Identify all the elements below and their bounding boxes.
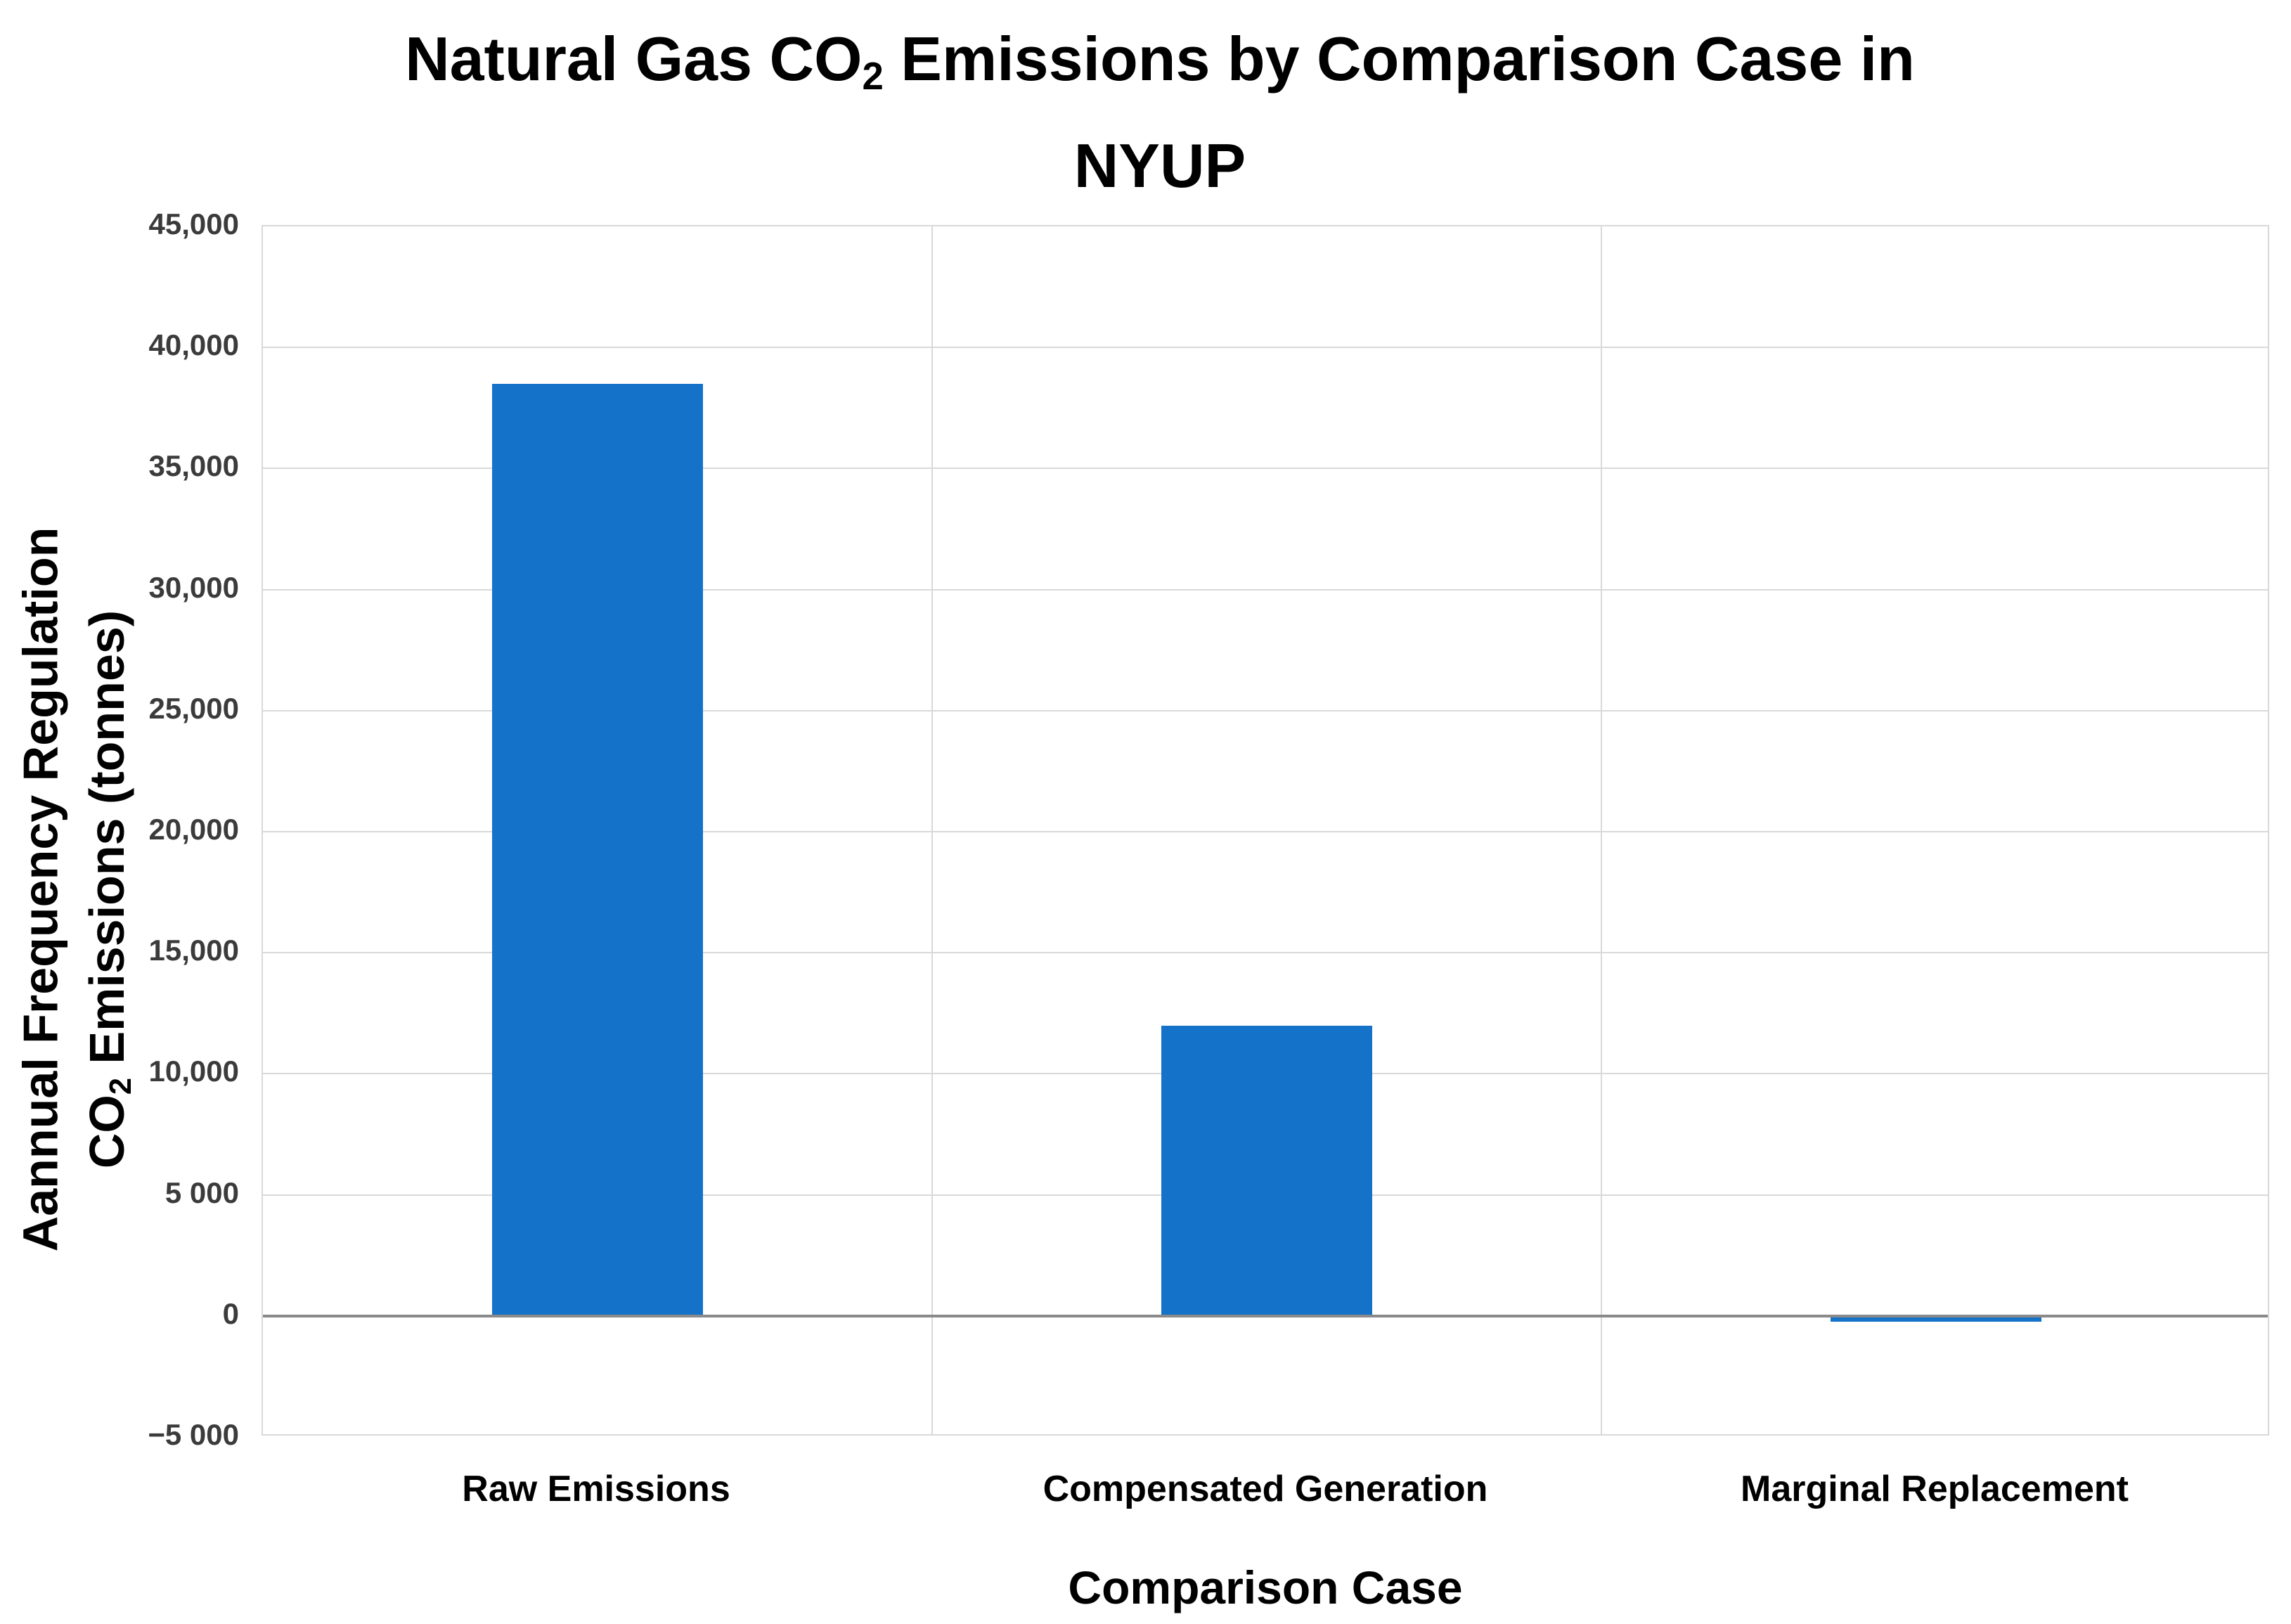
y-axis-title-line1: Aannual Frequency Regulation	[12, 527, 67, 1252]
category-label: Marginal Replacement	[1741, 1469, 2129, 1509]
y-tick-label: 20,000	[148, 813, 239, 846]
y-tick-label: −5 000	[148, 1418, 239, 1451]
chart-title-line2: NYUP	[1073, 131, 1246, 200]
bar	[1161, 1025, 1372, 1316]
gridline	[263, 709, 2268, 711]
y-tick-label: 45,000	[148, 207, 239, 240]
bar	[492, 383, 703, 1316]
chart-title-line1: Natural Gas CO2 Emissions by Comparison …	[405, 24, 1915, 98]
category-separator	[1601, 226, 1602, 1434]
co2-subscript: 2	[862, 55, 884, 98]
y-tick-label: 0	[222, 1296, 239, 1330]
y-tick-label: 5 000	[164, 1175, 239, 1209]
y-tick-label: 25,000	[148, 691, 239, 725]
category-separator	[931, 226, 933, 1434]
gridline	[263, 831, 2268, 832]
y-tick-label: 15,000	[148, 934, 239, 967]
y-tick-label: 35,000	[148, 449, 239, 483]
y-tick-label: 10,000	[148, 1055, 239, 1088]
zero-line	[263, 1314, 2268, 1317]
gridline	[263, 468, 2268, 470]
y-tick-label: 40,000	[148, 328, 239, 362]
category-label: Compensated Generation	[1043, 1469, 1488, 1509]
chart-title: Natural Gas CO2 Emissions by Comparison …	[0, 10, 2291, 215]
bar	[1831, 1315, 2041, 1322]
gridline	[263, 347, 2268, 349]
x-axis-title: Comparison Case	[1068, 1561, 1463, 1613]
gridline	[263, 588, 2268, 591]
plot-area	[262, 225, 2269, 1436]
category-label: Raw Emissions	[462, 1469, 730, 1509]
y-tick-label: 30,000	[148, 570, 239, 604]
gridline	[263, 952, 2268, 954]
